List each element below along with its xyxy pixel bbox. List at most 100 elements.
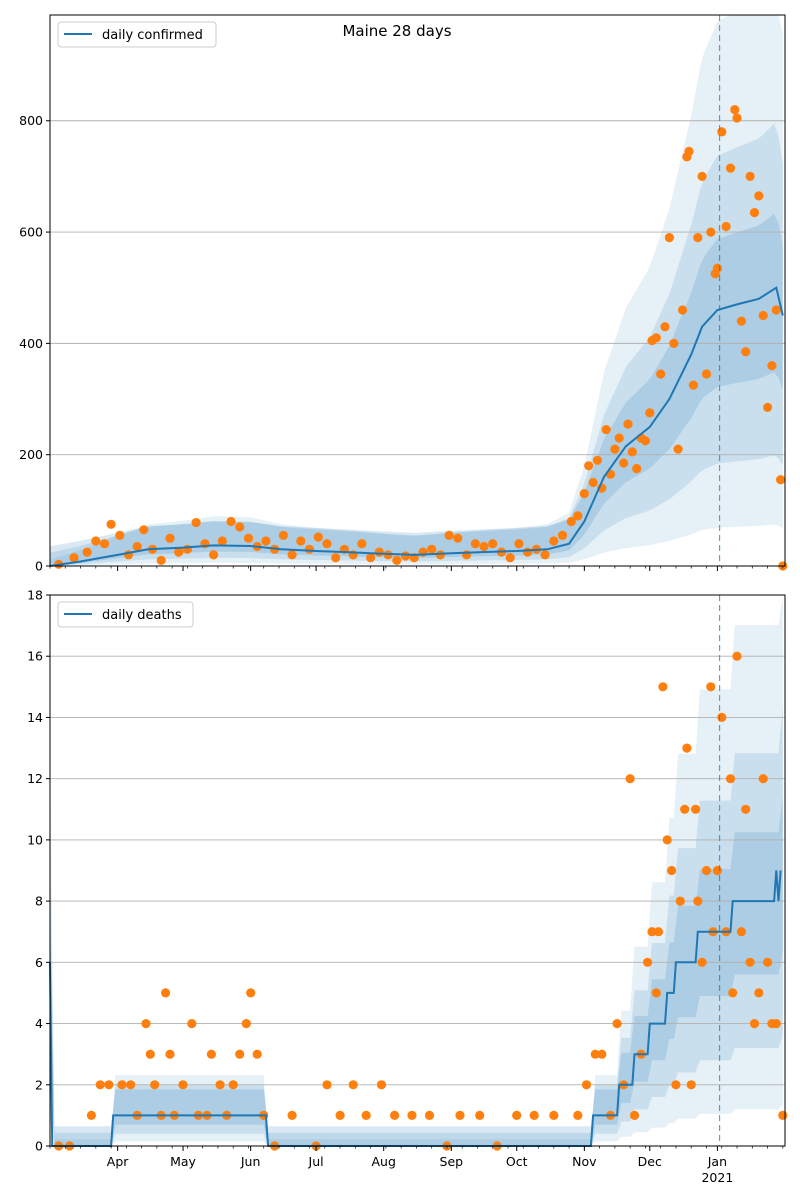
y-tick-label: 400 [19, 336, 43, 351]
data-point [206, 1049, 216, 1059]
data-point [684, 146, 694, 156]
data-point [252, 1049, 262, 1059]
data-point [106, 519, 116, 529]
data-point [215, 1080, 225, 1090]
data-point [361, 1110, 371, 1120]
data-point [217, 536, 227, 546]
data-point [647, 927, 657, 937]
data-point [728, 988, 738, 998]
data-point [488, 539, 498, 549]
x-axis-year-label: 2021 [701, 1170, 733, 1185]
data-point [390, 1110, 400, 1120]
deaths-points [54, 651, 788, 1151]
x-tick-label: Sep [440, 1154, 464, 1169]
confirmed-legend-label: daily confirmed [102, 28, 203, 43]
data-point [523, 547, 533, 557]
data-point [653, 927, 664, 937]
data-point [745, 957, 755, 967]
data-point [235, 1049, 245, 1059]
data-point [573, 1110, 583, 1120]
data-point [736, 927, 747, 937]
y-tick-label: 200 [19, 447, 43, 462]
data-point [455, 1110, 465, 1120]
data-point [304, 544, 315, 554]
data-point [754, 191, 764, 201]
data-point [427, 544, 437, 554]
data-point [348, 1080, 358, 1090]
uncertainty-band-2 [50, 705, 783, 1146]
data-point [104, 1080, 114, 1090]
x-tick-label: Dec [638, 1154, 662, 1169]
data-point [132, 541, 142, 552]
data-point [660, 322, 670, 332]
data-point [209, 550, 219, 560]
data-point [717, 712, 727, 723]
deaths-y-ticks: 0 2 4 6 8 10 12 14 16 18 [27, 588, 50, 1154]
y-tick-label: 18 [27, 588, 43, 603]
x-tick-label: Jan [707, 1154, 727, 1169]
data-point [712, 263, 723, 273]
data-point [686, 1080, 696, 1090]
data-point [730, 105, 740, 115]
data-point [651, 988, 661, 998]
confirmed-line [49, 286, 784, 567]
data-point [736, 316, 747, 326]
deaths-legend-label: daily deaths [102, 608, 182, 623]
data-point [771, 305, 781, 315]
data-point [165, 1049, 175, 1059]
data-point [662, 835, 672, 845]
confirmed-x-ticks [49, 566, 784, 571]
data-point [741, 804, 751, 814]
confirmed-plot-frame [49, 14, 786, 567]
data-point [725, 774, 736, 784]
data-point [658, 682, 668, 692]
data-point [95, 1080, 105, 1090]
data-point [287, 550, 297, 560]
data-point [424, 1110, 435, 1120]
data-point [677, 305, 688, 315]
data-point [246, 988, 256, 998]
data-point [614, 433, 624, 443]
y-tick-label: 0 [35, 1139, 43, 1154]
chart-title: Maine 28 days [342, 22, 451, 40]
data-point [313, 532, 323, 542]
data-point [479, 541, 489, 552]
deaths-x-ticks: Apr May Jun Jul Aug Sep Oct Nov Dec Jan [49, 1146, 784, 1169]
data-point [126, 1080, 136, 1090]
data-point [141, 1019, 151, 1029]
data-point [706, 682, 716, 692]
data-point [767, 361, 777, 371]
data-point [745, 171, 755, 181]
y-tick-label: 12 [27, 771, 43, 786]
data-point [588, 477, 598, 488]
deaths-chart: 0 2 4 6 8 10 12 14 16 18 Apr May Jun Jul Aug Sep Oct Nov… [27, 588, 788, 1185]
y-tick-label: 6 [35, 955, 43, 970]
y-tick-label: 600 [19, 225, 43, 240]
x-tick-label: Jun [240, 1154, 261, 1169]
data-point [178, 1080, 188, 1090]
data-point [749, 208, 760, 218]
data-point [579, 489, 589, 499]
data-point [82, 547, 92, 557]
data-point [601, 425, 611, 435]
data-point [475, 1110, 485, 1120]
data-point [235, 522, 245, 532]
data-point [435, 550, 445, 560]
data-point [331, 553, 341, 563]
data-point [322, 1080, 332, 1090]
y-tick-label: 0 [35, 559, 43, 574]
uncertainty-band-3 [50, 795, 783, 1146]
data-point [115, 530, 125, 541]
deaths-bands [50, 595, 783, 1146]
data-point [573, 511, 583, 521]
data-point [444, 530, 454, 541]
data-point [91, 536, 101, 546]
data-point [610, 444, 620, 454]
data-point [357, 539, 367, 549]
data-point [549, 536, 559, 546]
confirmed-bands [50, 15, 783, 566]
x-tick-label: Oct [506, 1154, 528, 1169]
data-point [619, 458, 629, 468]
deaths-line [49, 870, 782, 1147]
data-point [407, 1110, 417, 1120]
